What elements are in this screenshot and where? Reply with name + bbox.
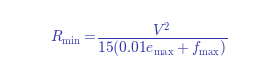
Text: $R_{\min} = \dfrac{V^2}{15(0.01e_{\max} + f_{\max})}$: $R_{\min} = \dfrac{V^2}{15(0.01e_{\max} … xyxy=(50,21,227,59)
